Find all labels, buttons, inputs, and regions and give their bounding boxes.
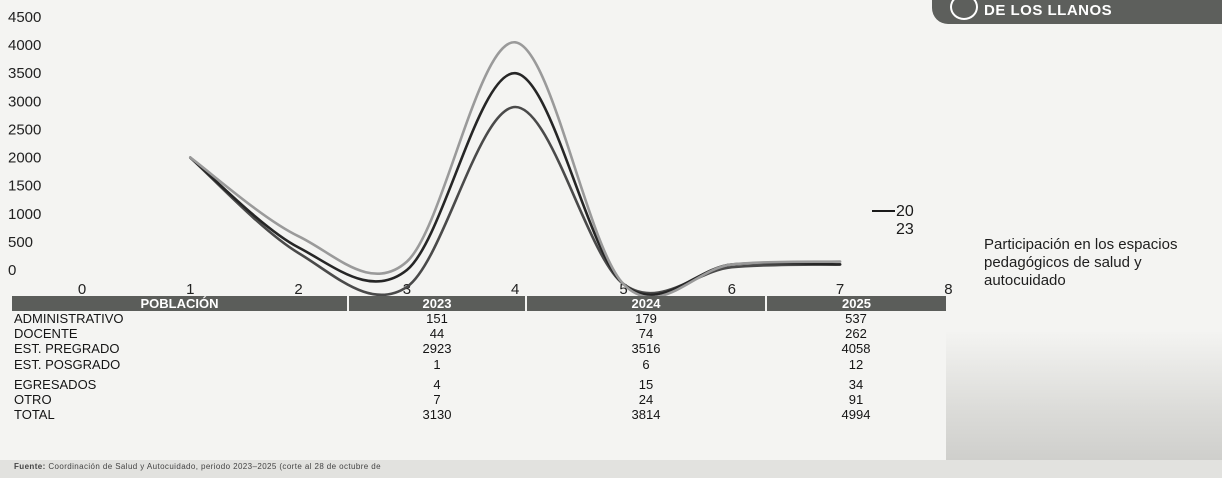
y-tick-label: 0 xyxy=(8,262,16,279)
cell-2024: 3814 xyxy=(631,407,661,423)
table-row: DOCENTE 44 74 262 xyxy=(12,326,946,341)
table-row: OTRO 7 24 91 xyxy=(12,392,946,407)
footer-band xyxy=(0,460,1222,478)
cell-2023: 151 xyxy=(426,311,448,327)
table-row-total: TOTAL 3130 3814 4994 xyxy=(12,407,946,422)
cell-2025: 537 xyxy=(845,311,867,327)
x-tick-label: 1 xyxy=(186,281,194,298)
y-tick-label: 500 xyxy=(8,234,33,251)
cell-2024: 179 xyxy=(635,311,657,327)
header-poblacion: POBLACIÓN xyxy=(12,296,349,311)
x-tick-label: 4 xyxy=(511,281,519,298)
y-tick-label: 1500 xyxy=(8,178,41,195)
cell-2023: 4 xyxy=(433,376,441,392)
y-tick-label: 4000 xyxy=(8,37,41,54)
y-tick-label: 4500 xyxy=(8,9,41,26)
row-label: DOCENTE xyxy=(14,326,78,342)
cell-2024: 6 xyxy=(642,356,650,372)
cell-2025: 91 xyxy=(848,391,864,407)
table-row: EGRESADOS 4 15 34 xyxy=(12,372,946,392)
header-2023: 2023 xyxy=(348,296,527,311)
population-table: POBLACIÓN 2023 2024 2025 ADMINISTRATIVO … xyxy=(12,296,946,422)
line-chart: 4500 4000 3500 3000 2500 2000 1500 1000 500 0 0 1 2… xyxy=(8,9,953,299)
cell-2023: 3130 xyxy=(422,407,452,423)
row-label: EST. PREGRADO xyxy=(14,341,120,357)
y-tick-label: 2500 xyxy=(8,121,41,138)
x-tick-label: 8 xyxy=(944,281,952,298)
university-logo: DE LOS LLANOS xyxy=(932,0,1222,28)
x-tick-label: 0 xyxy=(78,281,86,298)
y-axis-ticks: 4500 4000 3500 3000 2500 2000 1500 1000 500 0 xyxy=(8,9,41,279)
cell-2024: 24 xyxy=(638,391,654,407)
legend-label-line1: 20 xyxy=(896,203,914,220)
x-tick-label: 7 xyxy=(836,281,844,298)
cell-2024: 74 xyxy=(638,326,654,342)
y-tick-label: 3500 xyxy=(8,65,41,82)
cell-2023: 2923 xyxy=(422,341,452,357)
chart-series xyxy=(189,40,842,299)
cell-2023: 44 xyxy=(429,326,445,342)
chart-legend: 20 23 xyxy=(872,203,914,238)
header-2024: 2024 xyxy=(526,296,767,311)
cell-2025: 4058 xyxy=(841,341,871,357)
x-tick-label: 3 xyxy=(403,281,411,298)
table-row: ADMINISTRATIVO 151 179 537 xyxy=(12,311,946,326)
cell-2023: 1 xyxy=(433,356,441,372)
series-line-1 xyxy=(189,105,842,297)
legend-label-line2: 23 xyxy=(896,221,914,238)
logo-text: DE LOS LLANOS xyxy=(984,2,1113,19)
cell-2024: 3516 xyxy=(631,341,661,357)
table-row: EST. PREGRADO 2923 3516 4058 xyxy=(12,341,946,356)
emblem-icon xyxy=(950,0,978,20)
cell-2025: 4994 xyxy=(841,407,871,423)
x-tick-label: 2 xyxy=(294,281,302,298)
y-tick-label: 3000 xyxy=(8,93,41,110)
series-line-3 xyxy=(189,40,842,299)
y-tick-label: 2000 xyxy=(8,150,41,167)
cell-2025: 12 xyxy=(848,356,864,372)
decorative-background xyxy=(946,330,1222,460)
table-header-row: POBLACIÓN 2023 2024 2025 xyxy=(12,296,946,311)
y-tick-label: 1000 xyxy=(8,206,41,223)
row-label: TOTAL xyxy=(14,407,55,423)
cell-2025: 34 xyxy=(848,376,864,392)
row-label: EST. POSGRADO xyxy=(14,356,121,372)
source-note: Fuente: Coordinación de Salud y Autocuid… xyxy=(14,462,381,471)
source-label: Fuente: xyxy=(14,462,46,471)
x-axis-ticks: 0 1 2 3 4 5 6 7 8 xyxy=(78,281,953,298)
logo-banner xyxy=(932,0,1222,24)
row-label: ADMINISTRATIVO xyxy=(14,311,124,327)
table-row: EST. POSGRADO 1 6 12 xyxy=(12,357,946,372)
header-2025: 2025 xyxy=(766,296,946,311)
row-label: EGRESADOS xyxy=(14,376,97,392)
x-tick-label: 5 xyxy=(619,281,627,298)
side-caption: Participación en los espacios pedagógico… xyxy=(984,236,1178,289)
x-tick-label: 6 xyxy=(728,281,736,298)
row-label: OTRO xyxy=(14,391,52,407)
cell-2023: 7 xyxy=(433,391,441,407)
cell-2024: 15 xyxy=(638,376,654,392)
source-text: Coordinación de Salud y Autocuidado, per… xyxy=(48,462,381,471)
cell-2025: 262 xyxy=(845,326,867,342)
